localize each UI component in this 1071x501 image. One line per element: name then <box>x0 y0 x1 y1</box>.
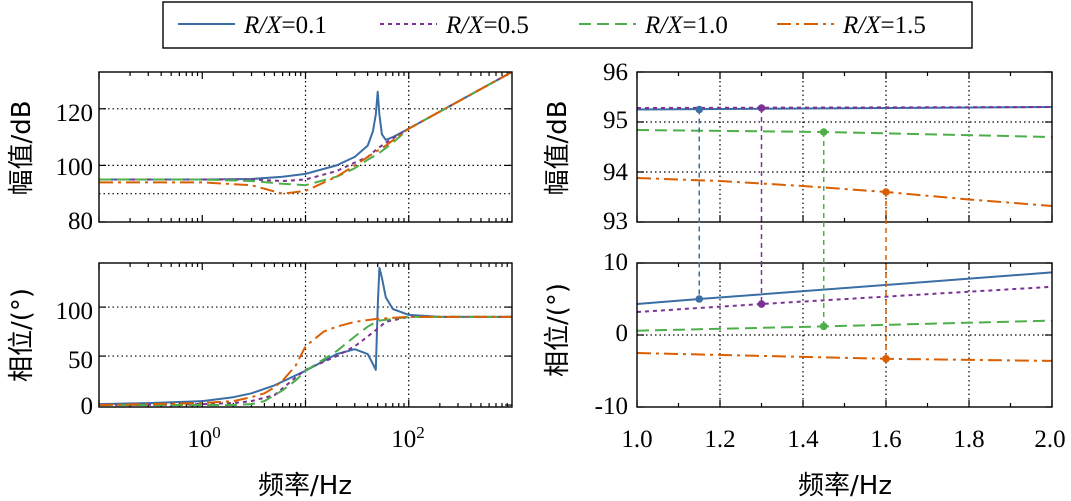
left-mag-ytick-100: 100 <box>56 154 94 181</box>
right-phase-ytick-0: 0 <box>616 320 629 347</box>
left-magnitude-ylabel: 幅值/dB <box>7 100 37 195</box>
right-phase-series <box>637 271 1052 362</box>
left-phase-ytick-50: 50 <box>68 347 93 374</box>
marker-phase-r-x-1-0 <box>819 322 828 331</box>
right-mag-ytick-95: 95 <box>603 107 628 134</box>
left-mag-ytick-80: 80 <box>68 208 93 235</box>
left-phase-series <box>99 266 512 406</box>
legend-entry-rx-1-5: R/X=1.5 <box>777 12 926 39</box>
right-phase-line-r-x-0-5 <box>637 285 1052 313</box>
left-phase-line-r-x-1-0 <box>99 315 512 406</box>
right-xtick-1-8: 1.8 <box>953 426 984 453</box>
left-magnitude-line-r-x-1-5 <box>99 72 512 195</box>
legend-label-rx-1-0: R/X=1.0 <box>644 12 728 39</box>
right-magnitude-ylabel: 幅值/dB <box>543 100 573 195</box>
left-phase-frame <box>98 262 513 408</box>
left-phase-line-r-x-0-5 <box>99 315 512 406</box>
right-phase-ytick-neg10: -10 <box>595 393 628 420</box>
legend-label-rx-0-5: R/X=0.5 <box>445 12 529 39</box>
left-magnitude-series <box>99 72 512 195</box>
marker-phase-r-x-0-5 <box>757 300 766 308</box>
left-phase-panel: 相位/(°) 0 50 100 100 102 频率/Hz <box>7 262 513 501</box>
right-magnitude-frame <box>636 71 1053 223</box>
left-phase-line-r-x-1-5 <box>99 315 512 406</box>
legend: R/X=0.1 R/X=0.5 R/X=1.0 R/X=1.5 <box>162 1 973 49</box>
right-phase-frame <box>636 262 1053 408</box>
right-mag-ytick-96: 96 <box>603 59 628 86</box>
legend-entry-rx-0-5: R/X=0.5 <box>380 12 529 39</box>
right-xtick-1-4: 1.4 <box>787 426 819 453</box>
left-phase-line-r-x-0-1 <box>99 266 512 406</box>
left-xtick-10e2: 102 <box>391 423 425 453</box>
right-magnitude-line-r-x-0-5 <box>637 106 1052 109</box>
left-phase-grid <box>99 263 512 407</box>
legend-entry-rx-0-1: R/X=0.1 <box>178 12 327 39</box>
left-phase-ytick-100: 100 <box>56 298 94 325</box>
right-xtick-1-2: 1.2 <box>704 426 735 453</box>
marker-connectors <box>695 104 890 363</box>
marker-mag-r-x-0-5 <box>757 104 766 112</box>
right-phase-line-r-x-1-5 <box>637 352 1052 362</box>
right-mag-ytick-93: 93 <box>603 208 628 235</box>
marker-mag-r-x-1-0 <box>819 128 828 136</box>
legend-label-rx-1-5: R/X=1.5 <box>842 12 926 39</box>
marker-mag-r-x-0-1 <box>695 105 704 114</box>
right-phase-ylabel: 相位/(°) <box>543 283 573 377</box>
left-magnitude-frame <box>98 71 513 223</box>
marker-phase-r-x-0-1 <box>695 295 704 303</box>
left-xtick-10e0: 100 <box>187 423 221 453</box>
right-xtick-2-0: 2.0 <box>1034 426 1065 453</box>
right-xlabel: 频率/Hz <box>798 471 892 501</box>
legend-entry-rx-1-0: R/X=1.0 <box>579 12 728 39</box>
left-mag-ytick-120: 120 <box>56 100 94 127</box>
left-magnitude-panel: 幅值/dB 80 100 120 <box>7 71 513 235</box>
right-phase-ytick-10: 10 <box>603 249 628 276</box>
right-phase-panel: 相位/(°) -10 0 10 1.0 1.2 1.4 1.6 1.8 2.0 … <box>543 249 1066 501</box>
left-magnitude-line-r-x-1-0 <box>99 72 512 187</box>
marker-mag-r-x-1-5 <box>882 188 890 196</box>
left-phase-ylabel: 相位/(°) <box>7 288 37 382</box>
left-xlabel: 频率/Hz <box>258 471 352 501</box>
right-magnitude-panel: 幅值/dB 93 94 95 96 <box>543 59 1053 235</box>
right-xtick-1-6: 1.6 <box>870 426 901 453</box>
right-magnitude-grid <box>637 72 1052 222</box>
marker-phase-r-x-1-5 <box>882 354 890 363</box>
right-phase-line-r-x-1-0 <box>637 319 1052 332</box>
legend-label-rx-0-1: R/X=0.1 <box>243 12 327 39</box>
legend-box <box>162 1 973 49</box>
right-mag-ytick-94: 94 <box>603 159 629 186</box>
right-xtick-1-0: 1.0 <box>621 426 652 453</box>
left-phase-ytick-0: 0 <box>81 393 94 420</box>
left-magnitude-grid <box>99 72 512 222</box>
